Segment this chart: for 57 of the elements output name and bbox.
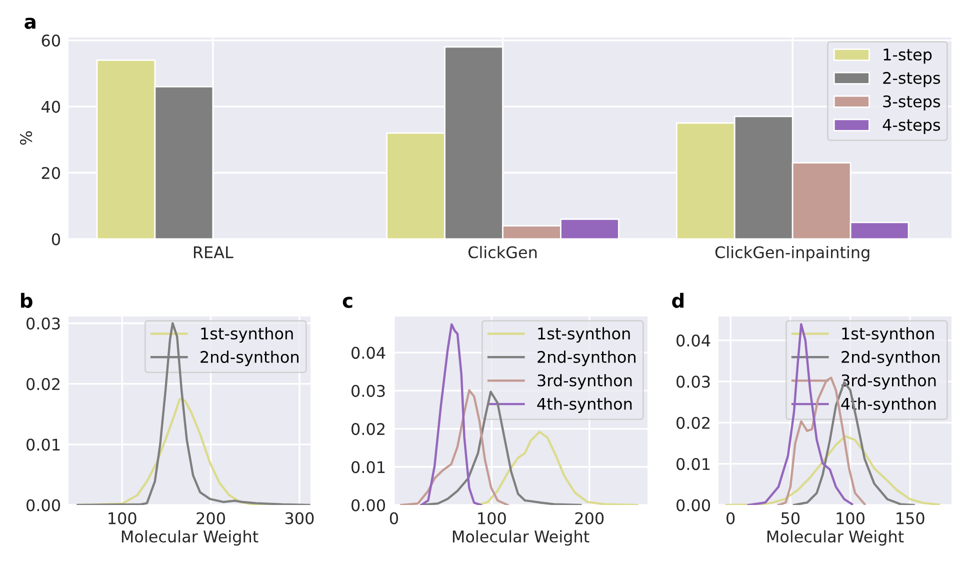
- y-tick-label: 0.04: [352, 346, 386, 359]
- legend-label: 2nd-synthon: [538, 350, 636, 366]
- y-tick-label: 0.00: [676, 499, 710, 512]
- y-tick-label: 0.03: [26, 317, 60, 330]
- x-tick-label: ClickGen-inpainting: [715, 246, 870, 262]
- x-tick-label: 200: [196, 512, 225, 524]
- x-axis-title: Molecular Weight: [767, 530, 904, 546]
- legend-label: 1st-synthon: [201, 327, 293, 343]
- x-tick-label: REAL: [194, 246, 234, 258]
- y-tick-label: 60: [42, 34, 60, 47]
- x-tick-label: ClickGen: [468, 246, 537, 258]
- chart-title: b: [21, 292, 32, 308]
- x-axis-title: Molecular Weight: [122, 530, 258, 546]
- line-series: [76, 322, 310, 505]
- x-tick-label: 0: [726, 512, 735, 524]
- y-tick-label: 40: [42, 100, 60, 113]
- y-tick-label: 0.03: [676, 376, 710, 388]
- x-tick-label: 300: [285, 512, 314, 524]
- y-tick-label: 0: [52, 233, 60, 246]
- line-series: [725, 435, 940, 505]
- y-tick-label: 0.02: [352, 423, 384, 436]
- legend-label: 2nd-synthon: [200, 350, 298, 366]
- y-tick-label: 20: [42, 166, 60, 180]
- y-axis-title: %: [20, 131, 32, 145]
- y-tick-label: 0.04: [676, 334, 710, 347]
- y-tick-label: 0.02: [26, 378, 60, 390]
- x-tick-label: 150: [896, 512, 924, 524]
- legend-label: 1-step: [884, 48, 932, 64]
- legend-label: 2-steps: [883, 72, 940, 88]
- line-series: [420, 323, 482, 505]
- x-tick-label: 100: [836, 512, 864, 524]
- y-tick-label: 0.00: [26, 499, 60, 512]
- line-series: [400, 389, 509, 505]
- x-tick-label: 100: [478, 512, 506, 524]
- legend-label: 1st-synthon: [538, 327, 630, 343]
- y-tick-label: 0.00: [352, 499, 385, 512]
- x-axis-title: Molecular Weight: [452, 530, 590, 546]
- chart-title: a: [24, 18, 36, 29]
- legend-label: 3rd-synthon: [842, 374, 936, 390]
- y-tick-label: 0.03: [352, 384, 385, 397]
- x-tick-label: 100: [108, 512, 136, 524]
- legend-label: 4-steps: [882, 119, 940, 134]
- x-tick-label: 50: [781, 512, 800, 524]
- y-tick-label: 0.02: [676, 416, 710, 429]
- legend-label: 4th-synthon: [841, 398, 936, 413]
- legend-label: 4th-synthon: [537, 398, 632, 413]
- chart-title: d: [672, 292, 684, 308]
- x-tick-label: 0: [390, 512, 398, 524]
- y-tick-label: 0.01: [676, 458, 710, 470]
- y-tick-label: 0.01: [26, 438, 60, 451]
- legend-label: 3rd-synthon: [538, 374, 632, 390]
- legend-label: 1st-synthon: [842, 327, 934, 343]
- y-tick-label: 0.01: [352, 461, 385, 474]
- x-tick-label: 200: [575, 512, 604, 524]
- chart-title: c: [342, 296, 352, 308]
- legend-label: 2nd-synthon: [842, 350, 940, 366]
- legend-label: 3-steps: [883, 95, 940, 111]
